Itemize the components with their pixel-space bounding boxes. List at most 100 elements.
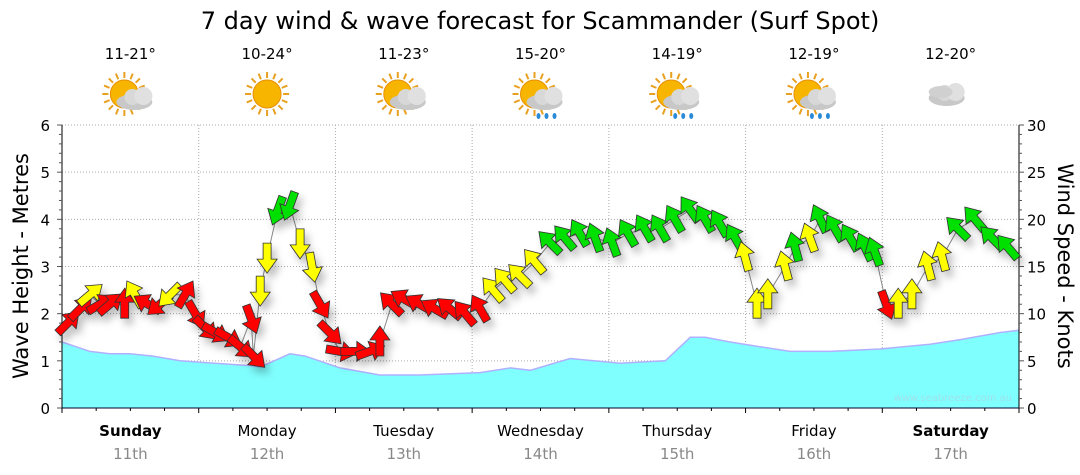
wind-arrow [469, 294, 492, 324]
sun-ray [539, 73, 544, 80]
sun-ray [661, 108, 667, 115]
axes: 0 1 2 3 4 5 6 0 5 10 15 20 25 30 [40, 117, 1046, 418]
sun-ray [548, 84, 556, 89]
sun-ray [791, 104, 798, 111]
rain-drop [552, 113, 557, 119]
wind-arrow [946, 216, 972, 243]
y-axis-label-right: Wind Speed - Knots [1053, 163, 1077, 368]
wind-arrow [917, 250, 938, 282]
temperature-range-label: 14-19° [652, 45, 703, 63]
wind-arrow [634, 214, 656, 244]
sun-ray [388, 108, 393, 115]
wind-arrow [584, 222, 605, 254]
sun-ray [103, 99, 110, 104]
y-tick-label-right: 20 [1027, 211, 1046, 229]
wind-arrow [279, 190, 300, 221]
day-name-label: Wednesday [497, 422, 584, 440]
y-tick-label-left: 4 [40, 211, 50, 229]
sun-ray [676, 73, 681, 80]
temperature-range-label: 11-21° [105, 45, 156, 63]
rain-drop [673, 113, 678, 119]
sun-ray [115, 108, 120, 115]
sun-ray [650, 84, 657, 89]
wind-arrow [931, 240, 953, 273]
day-name-label: Tuesday [372, 422, 434, 440]
wind-arrow [876, 289, 897, 320]
sun-ray [818, 77, 825, 84]
sun-ray [246, 99, 253, 104]
wind-arrow [774, 250, 795, 282]
sun-ray [787, 99, 794, 104]
sun-ray [412, 84, 419, 89]
day-name-label: Saturday [912, 422, 989, 440]
wind-arrow [76, 284, 103, 308]
sun-ray [281, 99, 288, 104]
sun-ray [787, 84, 794, 89]
wind-arrow [799, 222, 820, 254]
wind-arrow [601, 227, 622, 258]
sun-ray [388, 73, 393, 80]
y-tick-label-right: 30 [1027, 117, 1046, 135]
sun-ray [134, 77, 141, 84]
sun-cloud-icon [102, 72, 153, 116]
wind-arrow [784, 231, 806, 263]
rain-drop [689, 113, 694, 119]
wind-arrow [316, 319, 342, 345]
day-date-label: 13th [387, 445, 421, 463]
temperature-range-label: 12-19° [788, 45, 839, 63]
wave-height-area [62, 330, 1019, 408]
temperature-range-label: 10-24° [242, 45, 293, 63]
day-date-label: 16th [797, 445, 831, 463]
sun-ray [518, 77, 524, 84]
rain-drop [536, 113, 541, 119]
sun-ray [798, 108, 803, 115]
day-date-label: 15th [660, 445, 694, 463]
sun-ray [257, 73, 262, 80]
wind-arrow [997, 234, 1021, 262]
y-tick-label-left: 2 [40, 306, 50, 324]
y-tick-label-left: 3 [40, 259, 50, 277]
wind-arrow [618, 219, 640, 249]
day-labels: Sunday 11th 11-21° Monday 12th 10-24° Tuesday 1… [99, 45, 989, 463]
sun-ray [377, 99, 384, 104]
wind-arrow [240, 342, 266, 368]
wind-arrow [256, 242, 278, 274]
day-name-label: Monday [237, 422, 296, 440]
sun-cloud-rain-icon [512, 72, 563, 119]
wave-area [61, 329, 1020, 408]
y-tick-label-right: 0 [1027, 400, 1037, 418]
wind-arrow [494, 267, 518, 295]
wind-arrow [964, 206, 988, 234]
rain-drop [681, 113, 686, 119]
wind-arrow [241, 303, 262, 335]
day-name-label: Sunday [99, 422, 162, 440]
sun-ray [685, 84, 692, 89]
wind-arrow [267, 194, 288, 226]
sun-ray [681, 77, 688, 84]
sun-ray [246, 84, 253, 89]
wind-arrow [508, 264, 534, 290]
sun-ray [408, 77, 415, 84]
sun-ray [103, 84, 110, 89]
sun-ray [250, 77, 257, 84]
wind-arrow [301, 251, 323, 283]
wind-arrow [369, 325, 391, 357]
y-tick-label-left: 0 [40, 400, 50, 418]
wind-arrows [54, 190, 1021, 368]
cloud-shape [681, 87, 700, 105]
sun-ray [525, 73, 530, 80]
wind-arrow [289, 228, 311, 260]
sun-ray [650, 99, 657, 104]
wind-arrow [901, 278, 923, 310]
y-tick-label-right: 25 [1027, 164, 1046, 182]
cloud-shape [134, 87, 153, 105]
sun-ray [822, 84, 829, 89]
y-tick-label-right: 10 [1027, 306, 1046, 324]
wind-arrow [887, 287, 909, 319]
sun-ray [402, 73, 408, 80]
day-name-label: Friday [791, 422, 837, 440]
y-tick-label-left: 1 [40, 353, 50, 371]
sun-ray [272, 73, 277, 80]
wind-arrow [554, 225, 578, 253]
